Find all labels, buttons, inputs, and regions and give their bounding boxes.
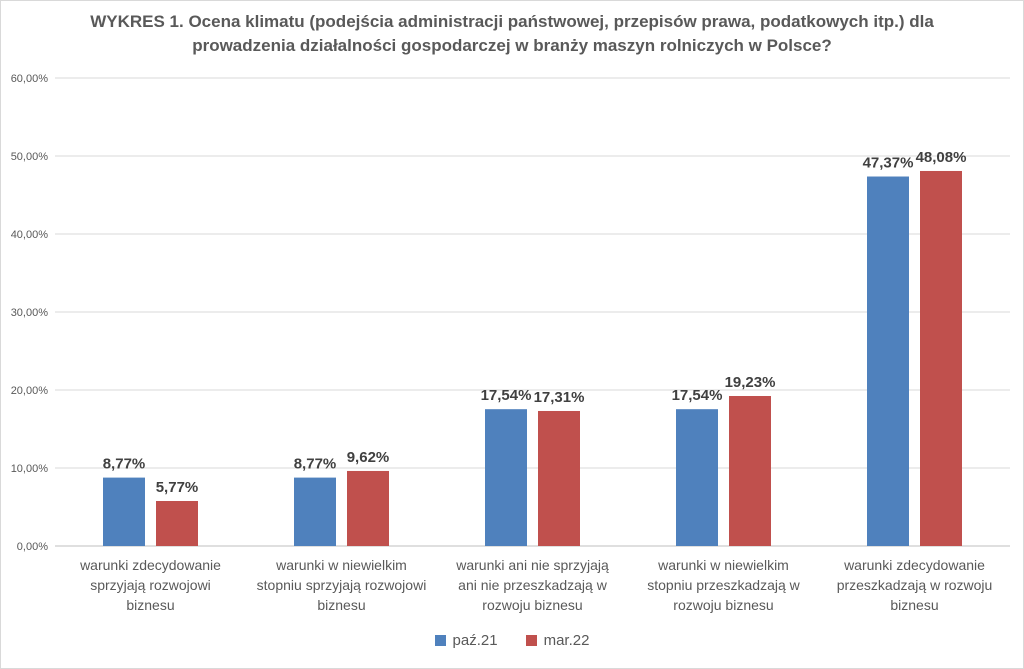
- bar: [920, 170, 962, 546]
- bar: [103, 477, 145, 546]
- x-tick-label: biznesu: [317, 597, 365, 613]
- legend-label-series-1: paź.21: [452, 632, 498, 649]
- data-label: 19,23%: [725, 374, 776, 391]
- data-label: 47,37%: [863, 155, 914, 172]
- x-tick-label: warunki zdecydowanie: [843, 557, 985, 573]
- x-tick-label: ani nie przeszkadzają w: [458, 577, 608, 593]
- x-tick-label: stopniu przeszkadzają w: [647, 577, 800, 593]
- y-tick-label: 30,00%: [11, 307, 49, 319]
- data-label: 9,62%: [347, 449, 390, 466]
- data-label: 5,77%: [156, 479, 199, 496]
- data-label: 17,31%: [534, 389, 585, 406]
- x-tick-label: warunki w niewielkim: [275, 557, 407, 573]
- x-tick-label: sprzyjają rozwojowi: [90, 577, 211, 593]
- bar: [867, 176, 909, 546]
- bar: [294, 477, 336, 546]
- bar: [347, 470, 389, 546]
- y-tick-label: 20,00%: [11, 385, 49, 397]
- y-tick-label: 40,00%: [11, 229, 49, 241]
- legend: paź.21 mar.22: [0, 632, 1024, 649]
- data-label: 8,77%: [294, 456, 337, 473]
- x-tick-label: warunki ani nie sprzyjają: [455, 557, 609, 573]
- y-tick-label: 0,00%: [17, 541, 48, 553]
- x-tick-label: warunki w niewielkim: [657, 557, 789, 573]
- x-tick-label: biznesu: [890, 597, 938, 613]
- bar: [538, 410, 580, 546]
- x-tick-label: warunki zdecydowanie: [79, 557, 221, 573]
- data-label: 17,54%: [672, 387, 723, 404]
- data-label: 48,08%: [916, 149, 967, 166]
- data-label: 8,77%: [103, 456, 146, 473]
- x-tick-label: rozwoju biznesu: [673, 597, 773, 613]
- y-tick-label: 60,00%: [11, 73, 49, 85]
- legend-label-series-2: mar.22: [543, 632, 590, 649]
- x-tick-label: biznesu: [126, 597, 174, 613]
- y-tick-label: 50,00%: [11, 151, 49, 163]
- x-tick-label: stopniu sprzyjają rozwojowi: [257, 577, 427, 593]
- y-tick-label: 10,00%: [11, 463, 49, 475]
- legend-swatch-series-1: [434, 635, 446, 646]
- bar: [729, 396, 771, 546]
- legend-item-series-1: paź.21: [434, 632, 498, 649]
- chart-title: WYKRES 1. Ocena klimatu (podejścia admin…: [90, 12, 934, 55]
- x-tick-label: rozwoju biznesu: [482, 597, 582, 613]
- bar: [156, 500, 198, 546]
- bar: [485, 409, 527, 546]
- bar: [676, 409, 718, 546]
- data-label: 17,54%: [481, 387, 532, 404]
- legend-item-series-2: mar.22: [525, 632, 590, 649]
- x-tick-label: przeszkadzają w rozwoju: [837, 577, 993, 593]
- legend-swatch-series-2: [525, 635, 537, 646]
